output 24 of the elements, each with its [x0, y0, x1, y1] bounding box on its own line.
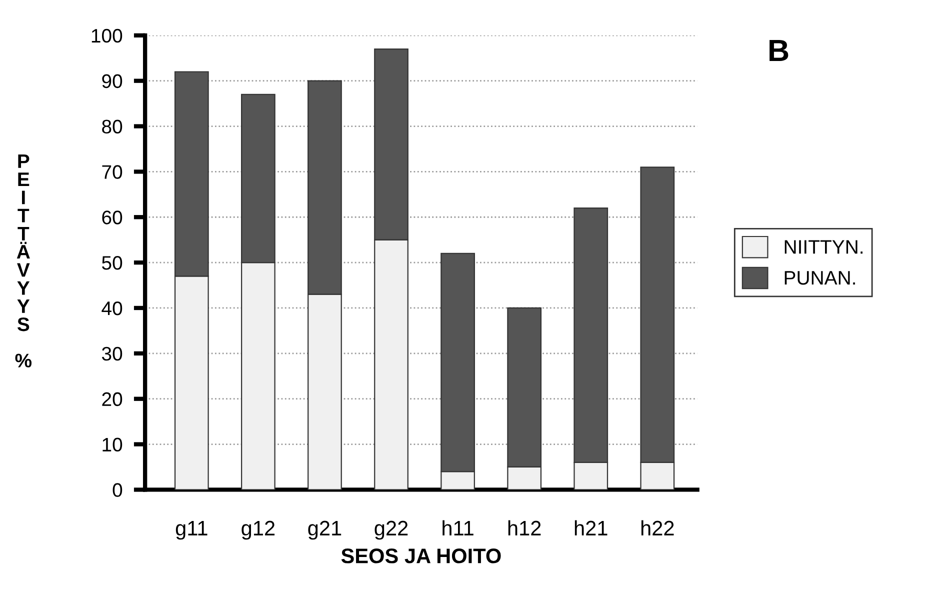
y-tick-label: 70	[102, 165, 122, 179]
text: B	[770, 40, 788, 61]
y-tick-label: 40	[102, 301, 122, 316]
y-tick-label: 20	[102, 392, 122, 406]
y-tick-label: 10	[102, 438, 122, 452]
y-tick-label: 0	[112, 483, 122, 497]
y-tick-label: 30	[102, 346, 122, 361]
legend-label: PUNAN.	[784, 271, 855, 285]
x-tick-label: h11	[442, 520, 474, 536]
x-tick-label: h12	[508, 520, 541, 536]
x-tick-label: g11	[176, 521, 208, 540]
y-tick-label: 90	[102, 74, 122, 88]
y-tick-label: 50	[102, 256, 122, 270]
text: PEITTÄVYYS %	[15, 154, 32, 368]
x-tick-label: h22	[641, 520, 674, 536]
x-axis-title: SEOS JA HOITO	[341, 548, 501, 564]
x-tick-label: g12	[242, 520, 275, 540]
y-tick-label: 60	[102, 210, 122, 224]
y-tick-label: 100	[92, 28, 122, 43]
x-tick-label: h21	[574, 520, 608, 536]
legend-label: NIITTYN.	[784, 240, 863, 254]
x-tick-label: g22	[374, 520, 408, 540]
y-tick-label: 80	[102, 120, 122, 134]
x-tick-label: g21	[308, 520, 342, 540]
